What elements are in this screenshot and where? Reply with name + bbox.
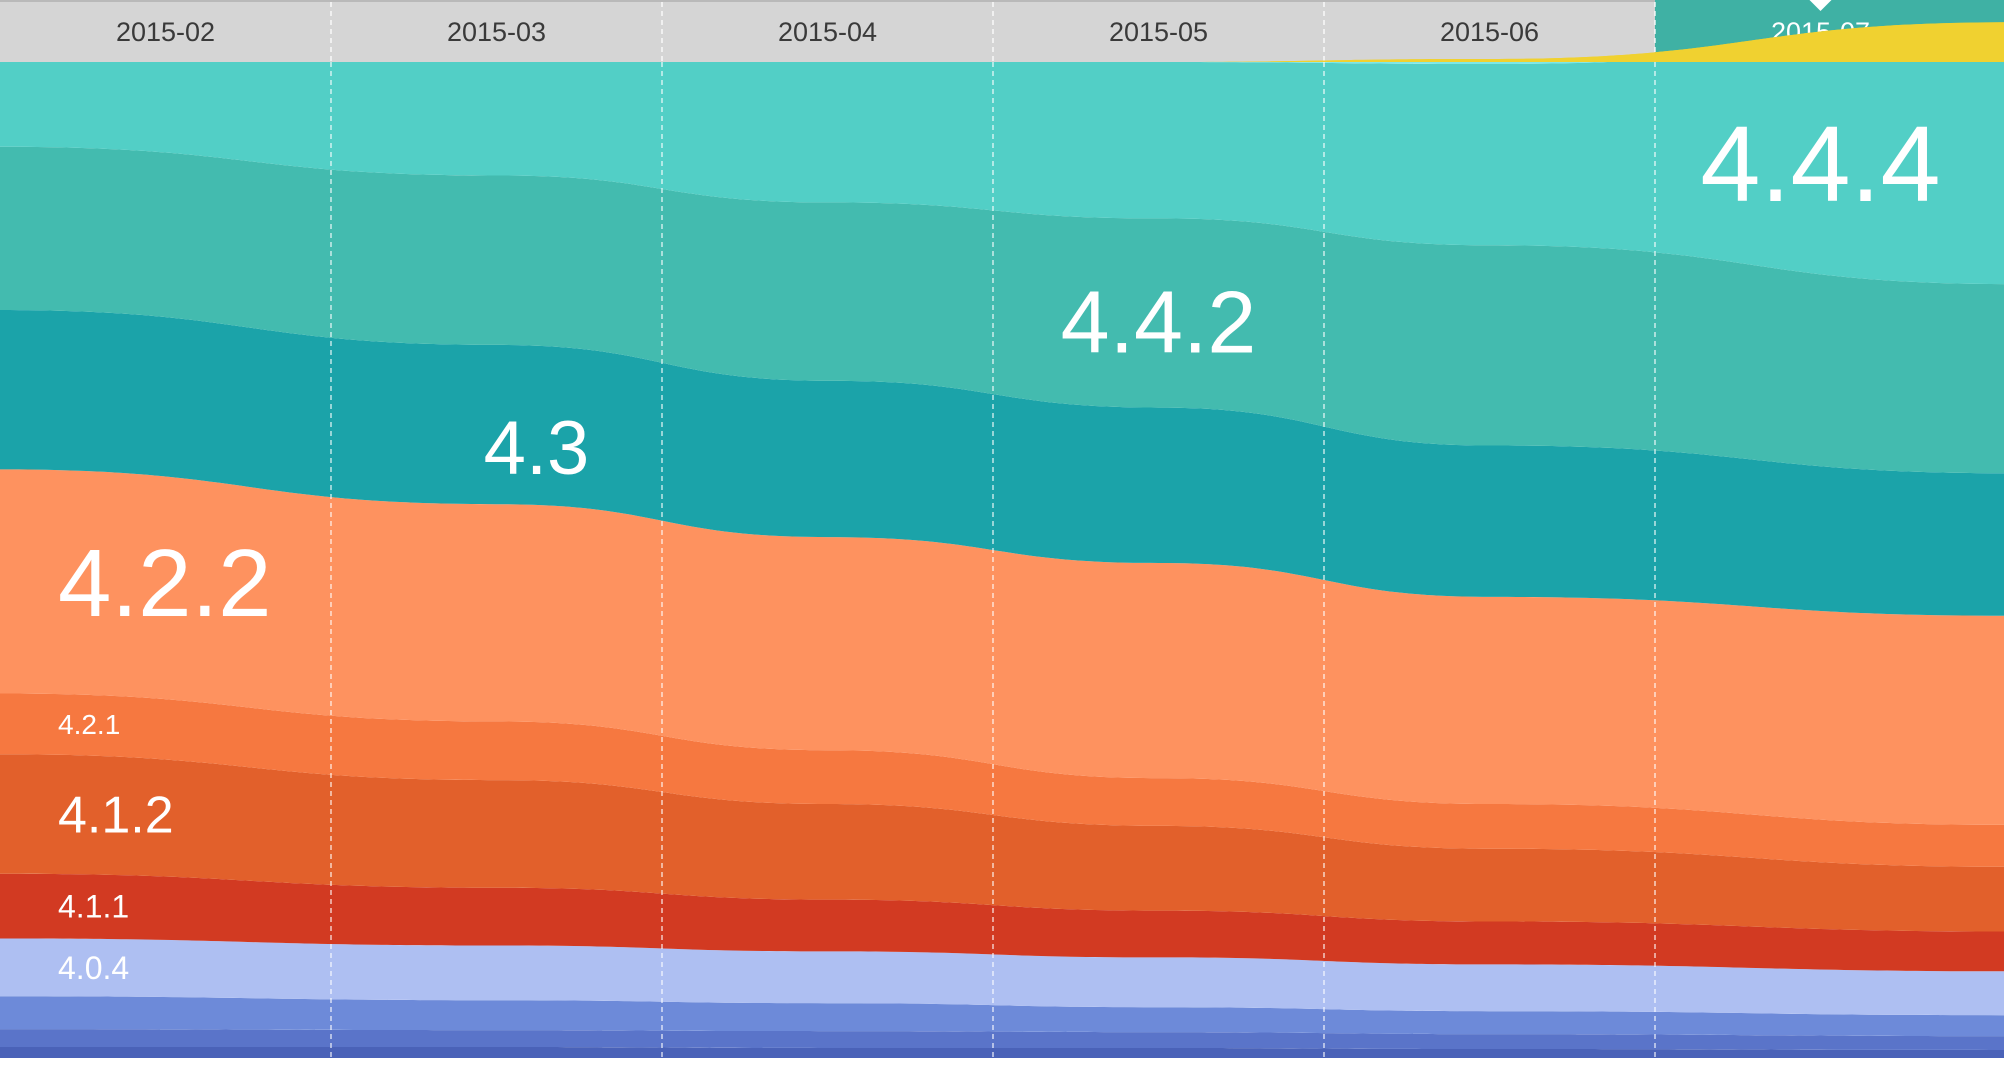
tab-2015-06[interactable]: 2015-06 (1323, 2, 1539, 62)
area-4-4-4 (0, 40, 2004, 285)
tab-label: 2015-04 (778, 17, 877, 47)
bottom-margin (0, 1058, 2004, 1066)
area-4-4-2 (0, 146, 2004, 474)
area-4-2-2 (0, 469, 2004, 825)
area-series-1 (0, 1029, 2004, 1050)
series-areas (0, 22, 2004, 1059)
series-labels: 4.0.4 4.1.1 4.1.2 4.2.1 4.2.2 4.3 4.4.2 4.4.4 (58, 103, 1941, 986)
tab-label: 2015-03 (447, 17, 546, 47)
area-4-0-4 (0, 938, 2004, 1016)
series-label-4-2-2: 4.2.2 (58, 530, 272, 637)
tab-2015-05[interactable]: 2015-05 (992, 2, 1208, 62)
series-label-4-3: 4.3 (484, 406, 590, 491)
area-series-0 (0, 1046, 2004, 1059)
series-label-4-4-4: 4.4.4 (1700, 103, 1940, 224)
tab-2015-03[interactable]: 2015-03 (330, 2, 546, 62)
tab-2015-02[interactable]: 2015-02 (116, 17, 215, 47)
series-label-4-2-1: 4.2.1 (58, 709, 120, 740)
area-4-3 (0, 310, 2004, 616)
tab-label: 2015-05 (1109, 17, 1208, 47)
tab-label: 2015-02 (116, 17, 215, 47)
area-top-fill (0, 22, 2004, 63)
series-label-4-4-2: 4.4.2 (1061, 273, 1257, 372)
area-4-1-2 (0, 754, 2004, 932)
series-label-4-1-1: 4.1.1 (58, 889, 129, 925)
series-label-4-0-4: 4.0.4 (58, 950, 129, 986)
tab-label: 2015-06 (1440, 17, 1539, 47)
area-4-2-1 (0, 693, 2004, 867)
tab-active-marker (1809, 0, 1832, 11)
area-4-1-1 (0, 873, 2004, 972)
tab-2015-04[interactable]: 2015-04 (661, 2, 877, 62)
vertical-gridlines (330, 62, 1656, 1058)
series-label-4-1-2: 4.1.2 (58, 787, 174, 845)
area-series-2 (0, 996, 2004, 1037)
